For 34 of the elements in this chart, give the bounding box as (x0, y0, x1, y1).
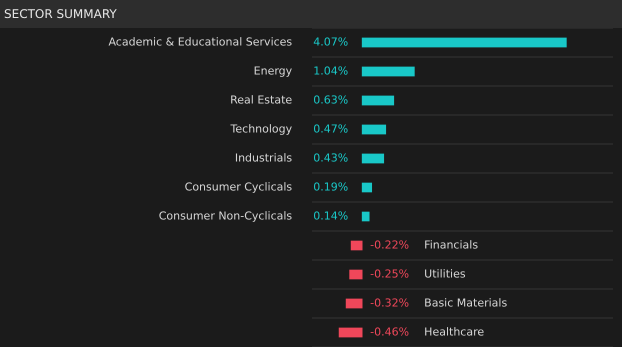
y-tick-label: Consumer Cyclicals (184, 180, 292, 194)
y-tick-label: Healthcare (424, 325, 484, 338)
text: SECTOR SUMMARY (0, 0, 622, 28)
data-label: -0.46% (370, 325, 410, 338)
bar (349, 270, 362, 280)
bar (362, 96, 394, 106)
bar (362, 154, 384, 164)
y-tick-label: Consumer Non-Cyclicals (158, 209, 292, 222)
bar (362, 182, 372, 192)
bar (362, 124, 386, 134)
data-label: 0.63% (313, 93, 348, 106)
y-tick-label: Utilities (424, 267, 466, 280)
y-tick-label: Financials (424, 238, 478, 252)
y-tick-label: Academic & Educational Services (108, 35, 292, 48)
bar (362, 66, 415, 76)
data-label: 4.07% (313, 35, 348, 48)
y-tick-label: Energy (254, 64, 293, 78)
data-label: 0.19% (313, 180, 348, 194)
data-label: 0.43% (313, 151, 348, 164)
y-tick-label: Technology (230, 122, 293, 136)
bar (350, 240, 362, 250)
y-tick-label: Real Estate (230, 93, 292, 106)
data-label: -0.32% (370, 296, 410, 310)
data-label: 0.47% (313, 122, 348, 136)
data-label: -0.22% (370, 238, 410, 252)
bar (346, 298, 362, 308)
y-tick-label: Basic Materials (424, 296, 508, 310)
data-label: -0.25% (370, 267, 410, 280)
data-label: 0.14% (313, 209, 348, 222)
y-tick-label: Industrials (234, 151, 292, 164)
data-label: 1.04% (313, 64, 348, 78)
bar (338, 328, 362, 338)
bar (362, 38, 567, 48)
bar (362, 212, 370, 222)
